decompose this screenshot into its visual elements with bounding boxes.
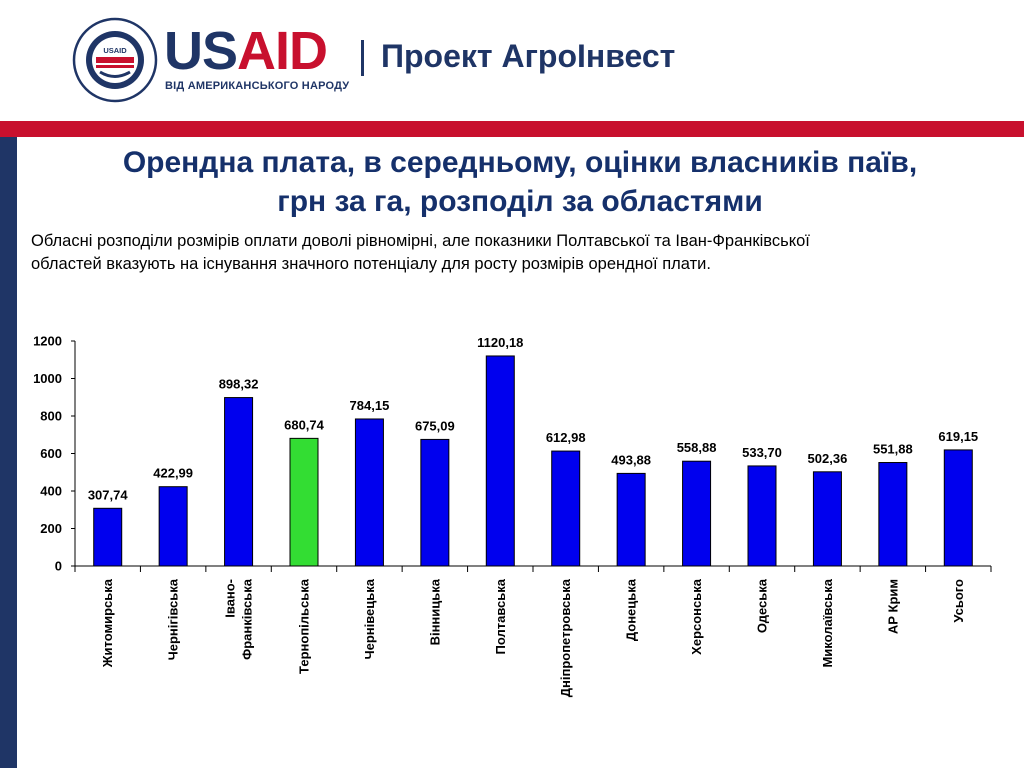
data-label-0: 307,74 (88, 487, 129, 502)
bar-11 (812, 471, 842, 567)
category-label-12: АР Крим (885, 579, 900, 634)
category-label-line: Чернігівська (166, 578, 181, 660)
usaid-wordmark: USAID (164, 21, 328, 81)
y-tick-label: 800 (40, 409, 62, 424)
slide-note-line-2: областей вказують на існування значного … (31, 255, 711, 273)
project-name: Проект АгроІнвест (381, 38, 676, 74)
y-tick-label: 400 (40, 484, 62, 499)
data-label-7: 612,98 (546, 430, 586, 445)
data-label-8: 493,88 (611, 452, 651, 467)
y-tick-label: 0 (55, 559, 62, 574)
bar-7 (551, 450, 581, 567)
data-label-3: 680,74 (284, 417, 325, 432)
slide-title-line-2: грн за га, розподіл за областями (277, 185, 763, 218)
data-label-4: 784,15 (350, 398, 390, 413)
category-label-4: Чернівецька (362, 578, 377, 659)
usaid-wordmark-aid: AID (237, 21, 328, 81)
header-red-band (0, 121, 1024, 137)
bar-13 (943, 449, 973, 567)
left-accent-bar (0, 137, 17, 768)
seal-usaid-text: USAID (103, 46, 127, 55)
category-label-line: Одеська (755, 578, 770, 633)
bar-12 (878, 462, 908, 567)
slide-title: Орендна плата, в середньому, оцінки влас… (40, 143, 1000, 221)
category-label-6: Полтавська (493, 578, 508, 654)
usaid-wordmark-us: US (164, 21, 238, 81)
y-tick-label: 200 (40, 521, 62, 536)
data-label-6: 1120,18 (477, 335, 523, 350)
category-label-line: Миколаївська (820, 578, 835, 667)
slide-note: Обласні розподіли розмірів оплати доволі… (31, 230, 991, 276)
category-label-13: Усього (951, 579, 966, 623)
bar-4 (354, 418, 384, 567)
category-label-line: Івано- (223, 579, 238, 618)
bar-6 (485, 355, 515, 567)
bar-9 (682, 460, 712, 567)
category-label-line: Вінницька (427, 578, 442, 645)
bar-8 (616, 472, 646, 567)
category-label-line: Полтавська (493, 578, 508, 654)
category-label-line: Дніпропетровська (558, 578, 573, 697)
category-label-7: Дніпропетровська (558, 578, 573, 697)
bar-2 (224, 397, 254, 567)
category-label-9: Херсонська (689, 578, 704, 655)
slide-title-line-1: Орендна плата, в середньому, оцінки влас… (122, 146, 918, 179)
category-label-1: Чернігівська (166, 578, 181, 660)
category-label-line: Тернопільська (297, 578, 312, 674)
data-label-10: 533,70 (742, 445, 782, 460)
bar-5 (420, 438, 450, 567)
category-label-line: Донецька (624, 578, 639, 641)
data-label-5: 675,09 (415, 418, 455, 433)
category-label-10: Одеська (755, 578, 770, 633)
category-label-line: Франківська (240, 578, 255, 660)
bar-3 (289, 437, 319, 567)
data-label-13: 619,15 (938, 429, 978, 444)
header-divider (361, 40, 364, 76)
bar-1 (158, 486, 188, 567)
bar-0 (93, 507, 123, 567)
usaid-tagline: ВІД АМЕРИКАНСЬКОГО НАРОДУ (165, 80, 350, 92)
category-label-3: Тернопільська (297, 578, 312, 674)
category-label-line: АР Крим (885, 579, 900, 634)
category-label-8: Донецька (624, 578, 639, 641)
category-label-line: Чернівецька (362, 578, 377, 659)
y-tick-label: 1000 (33, 371, 62, 386)
category-label-11: Миколаївська (820, 578, 835, 667)
usaid-seal-logo: USAID (72, 17, 158, 103)
slide-note-line-1: Обласні розподіли розмірів оплати доволі… (31, 232, 810, 250)
category-label-line: Усього (951, 579, 966, 623)
data-label-1: 422,99 (153, 466, 193, 481)
data-label-12: 551,88 (873, 442, 913, 457)
bar-10 (747, 465, 777, 567)
category-label-line: Херсонська (689, 578, 704, 655)
category-label-5: Вінницька (427, 578, 442, 645)
data-label-11: 502,36 (808, 451, 848, 466)
y-tick-label: 600 (40, 446, 62, 461)
y-tick-label: 1200 (33, 334, 62, 349)
category-label-2: Івано- Франківська (223, 578, 255, 660)
data-label-9: 558,88 (677, 440, 717, 455)
category-label-0: Житомирська (100, 578, 115, 668)
category-label-line: Житомирська (100, 578, 115, 668)
data-label-2: 898,32 (219, 377, 259, 392)
